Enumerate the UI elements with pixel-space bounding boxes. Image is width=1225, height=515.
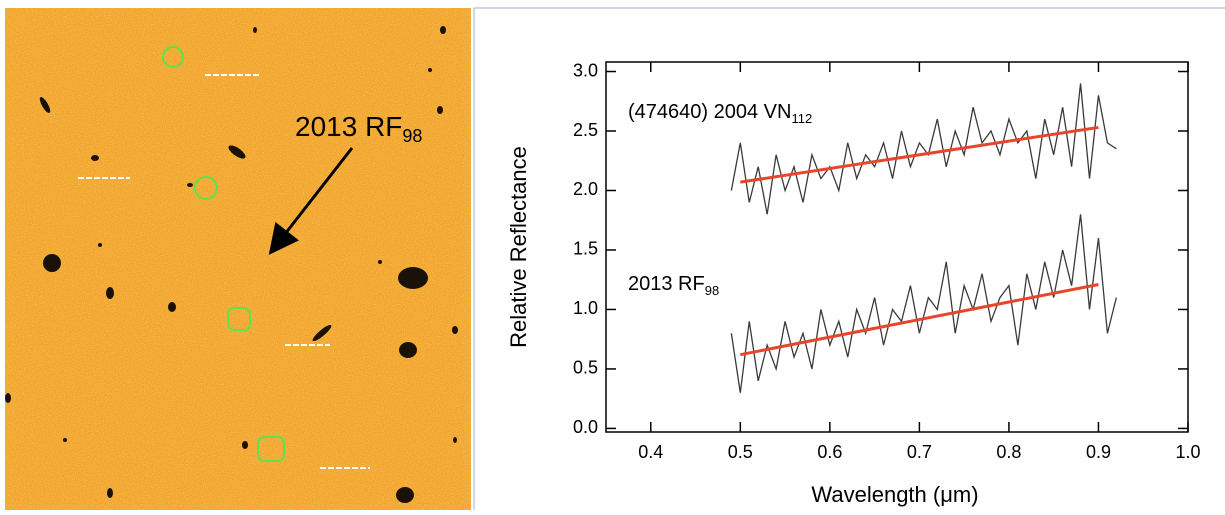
annotation-subscript: 98 <box>705 283 719 298</box>
y-tick-label: 1.5 <box>573 239 598 259</box>
y-tick-label: 1.0 <box>573 298 598 318</box>
x-axis-title: Wavelength (μm) <box>811 482 978 507</box>
y-tick-label: 2.0 <box>573 179 598 199</box>
x-tick-label: 1.0 <box>1175 442 1200 462</box>
y-tick-label: 0.5 <box>573 358 598 378</box>
sky-image: 2013 RF98 <box>5 8 471 510</box>
image-annotation: 2013 RF98 <box>295 111 422 146</box>
y-tick-label: 2.5 <box>573 120 598 140</box>
annotation-subscript: 98 <box>402 126 422 146</box>
x-tick-label: 0.8 <box>996 442 1021 462</box>
plot-frame <box>605 61 1189 433</box>
x-tick-label: 0.5 <box>728 442 753 462</box>
y-tick-label: 0.0 <box>573 417 598 437</box>
series-line <box>740 283 1099 357</box>
x-tick-label: 0.7 <box>907 442 932 462</box>
annotation-text: 2013 RF <box>295 111 402 142</box>
annotation-text: (474640) 2004 VN <box>628 101 791 123</box>
chart-annotation: (474640) 2004 VN112 <box>628 101 812 126</box>
chart: (474640) 2004 VN112 2013 RF98 Wavelength… <box>506 60 1201 507</box>
annotation-subscript: 112 <box>791 111 812 126</box>
series-line <box>740 125 1099 184</box>
series-line <box>730 214 1118 393</box>
y-tick-label: 3.0 <box>573 60 598 80</box>
annotation-text: 2013 RF <box>628 273 705 295</box>
y-axis-title: Relative Reflectance <box>506 146 531 348</box>
x-tick-label: 0.9 <box>1086 442 1111 462</box>
x-tick-label: 0.6 <box>817 442 842 462</box>
x-tick-label: 0.4 <box>638 442 663 462</box>
chart-annotation: 2013 RF98 <box>628 273 719 298</box>
